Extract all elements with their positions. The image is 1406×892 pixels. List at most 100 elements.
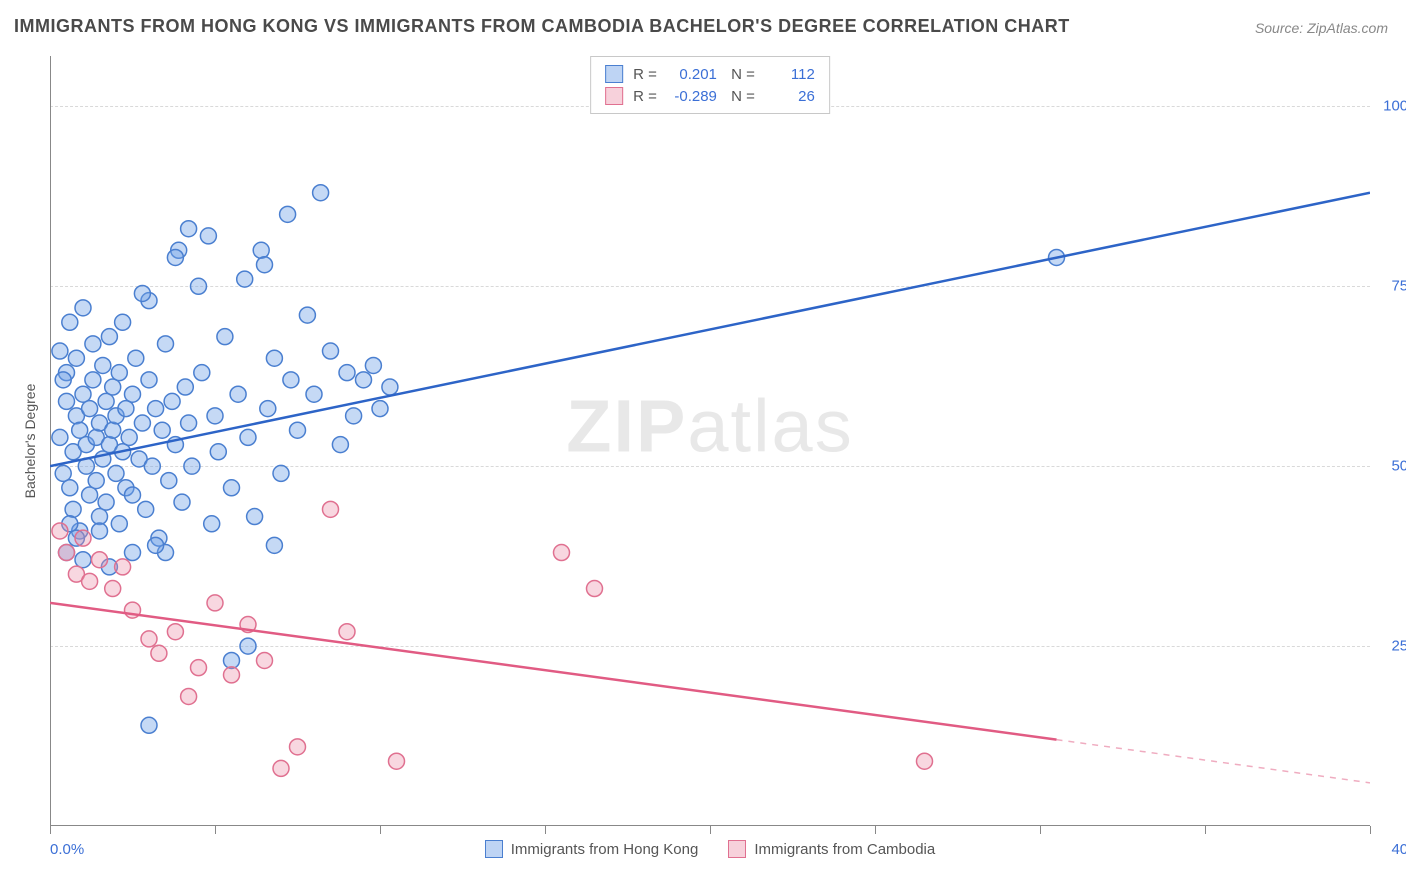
data-point-hk xyxy=(55,372,71,388)
data-point-hk xyxy=(280,206,296,222)
data-point-hk xyxy=(141,372,157,388)
data-point-kh xyxy=(105,581,121,597)
data-point-hk xyxy=(346,408,362,424)
data-point-kh xyxy=(59,545,75,561)
data-point-hk xyxy=(253,242,269,258)
data-point-hk xyxy=(128,350,144,366)
data-point-hk xyxy=(181,221,197,237)
data-point-hk xyxy=(125,487,141,503)
r-label: R = xyxy=(633,66,657,83)
y-tick-label: 50.0% xyxy=(1391,458,1406,475)
data-point-hk xyxy=(108,465,124,481)
data-point-kh xyxy=(115,559,131,575)
source-attribution: Source: ZipAtlas.com xyxy=(1255,20,1388,36)
data-point-hk xyxy=(167,249,183,265)
data-point-hk xyxy=(161,473,177,489)
data-point-hk xyxy=(125,386,141,402)
data-point-hk xyxy=(148,537,164,553)
data-point-hk xyxy=(115,314,131,330)
data-point-kh xyxy=(587,581,603,597)
data-point-hk xyxy=(332,437,348,453)
bottom-legend: Immigrants from Hong Kong Immigrants fro… xyxy=(50,840,1370,858)
data-point-hk xyxy=(177,379,193,395)
data-point-hk xyxy=(339,365,355,381)
data-point-hk xyxy=(224,652,240,668)
n-label: N = xyxy=(727,88,755,105)
data-point-kh xyxy=(92,552,108,568)
data-point-hk xyxy=(125,545,141,561)
swatch-blue xyxy=(605,65,623,83)
r-label: R = xyxy=(633,88,657,105)
data-point-hk xyxy=(85,336,101,352)
data-point-hk xyxy=(98,393,114,409)
data-point-hk xyxy=(62,314,78,330)
data-point-hk xyxy=(92,523,108,539)
swatch-pink-icon xyxy=(728,840,746,858)
data-point-hk xyxy=(191,278,207,294)
data-point-hk xyxy=(217,329,233,345)
data-point-hk xyxy=(290,422,306,438)
data-point-hk xyxy=(59,393,75,409)
data-point-kh xyxy=(151,645,167,661)
data-point-kh xyxy=(323,501,339,517)
data-point-hk xyxy=(92,509,108,525)
data-point-hk xyxy=(55,465,71,481)
data-point-kh xyxy=(181,688,197,704)
data-point-hk xyxy=(224,480,240,496)
chart-title: IMMIGRANTS FROM HONG KONG VS IMMIGRANTS … xyxy=(14,16,1070,37)
n-label: N = xyxy=(727,66,755,83)
data-point-hk xyxy=(101,329,117,345)
data-point-hk xyxy=(158,336,174,352)
legend-item-kh: Immigrants from Cambodia xyxy=(728,840,935,858)
data-point-hk xyxy=(111,365,127,381)
x-tick-label-min: 0.0% xyxy=(50,841,84,858)
data-point-hk xyxy=(266,350,282,366)
data-point-hk xyxy=(82,487,98,503)
data-point-hk xyxy=(164,393,180,409)
data-point-hk xyxy=(240,429,256,445)
data-point-hk xyxy=(111,516,127,532)
data-point-hk xyxy=(154,422,170,438)
stats-row-kh: R = -0.289 N = 26 xyxy=(605,85,815,107)
data-point-hk xyxy=(257,257,273,273)
swatch-blue-icon xyxy=(485,840,503,858)
data-point-kh xyxy=(207,595,223,611)
stats-row-hk: R = 0.201 N = 112 xyxy=(605,63,815,85)
data-point-hk xyxy=(62,480,78,496)
data-point-hk xyxy=(148,401,164,417)
swatch-pink xyxy=(605,87,623,105)
data-point-hk xyxy=(356,372,372,388)
data-point-hk xyxy=(247,509,263,525)
chart-area: Bachelor's Degree ZIPatlas R = 0.201 N =… xyxy=(50,56,1370,826)
data-point-hk xyxy=(118,401,134,417)
x-tick-label-max: 40.0% xyxy=(1391,841,1406,858)
trend-line-dash-kh xyxy=(1057,740,1371,783)
data-point-hk xyxy=(194,365,210,381)
data-point-hk xyxy=(75,552,91,568)
data-point-hk xyxy=(323,343,339,359)
data-point-hk xyxy=(207,408,223,424)
data-point-hk xyxy=(134,415,150,431)
data-point-hk xyxy=(382,379,398,395)
data-point-hk xyxy=(65,501,81,517)
n-value-hk: 112 xyxy=(765,66,815,83)
y-tick-label: 25.0% xyxy=(1391,638,1406,655)
trend-line-hk xyxy=(50,193,1370,466)
y-tick-label: 100.0% xyxy=(1383,98,1406,115)
data-point-hk xyxy=(372,401,388,417)
data-point-hk xyxy=(134,285,150,301)
stats-legend-box: R = 0.201 N = 112 R = -0.289 N = 26 xyxy=(590,56,830,114)
data-point-kh xyxy=(290,739,306,755)
data-point-hk xyxy=(95,357,111,373)
data-point-hk xyxy=(210,444,226,460)
data-point-kh xyxy=(554,545,570,561)
data-point-hk xyxy=(105,422,121,438)
data-point-kh xyxy=(257,652,273,668)
data-point-kh xyxy=(167,624,183,640)
data-point-hk xyxy=(75,300,91,316)
data-point-hk xyxy=(237,271,253,287)
r-value-kh: -0.289 xyxy=(667,88,717,105)
data-point-kh xyxy=(389,753,405,769)
data-point-hk xyxy=(52,343,68,359)
data-point-hk xyxy=(72,422,88,438)
